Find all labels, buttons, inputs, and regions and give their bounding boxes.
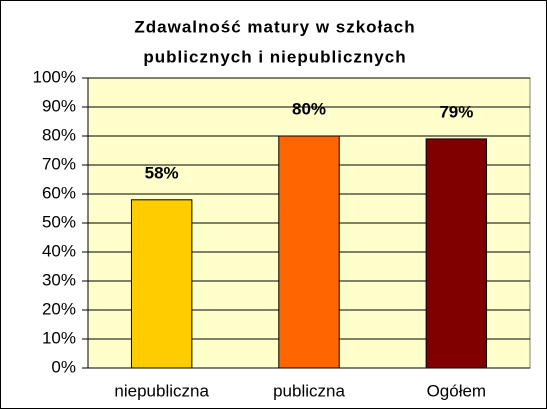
y-tick-label: 100% — [33, 67, 76, 86]
x-tick-label: niepubliczna — [114, 381, 209, 400]
y-tick-label: 70% — [42, 154, 76, 173]
bar — [130, 199, 193, 369]
y-tick-label: 30% — [42, 270, 76, 289]
data-label: 58% — [145, 163, 179, 182]
bar — [425, 138, 488, 369]
y-tick-label: 40% — [42, 241, 76, 260]
y-tick-label: 60% — [42, 183, 76, 202]
bar — [278, 135, 340, 369]
x-tick-label: publiczna — [273, 381, 345, 400]
x-tick-label: Ogółem — [427, 381, 487, 400]
y-tick-label: 50% — [42, 212, 76, 231]
y-tick-label: 80% — [42, 125, 76, 144]
data-label: 80% — [292, 99, 326, 118]
y-tick-label: 10% — [42, 328, 76, 347]
chart-title: publicznych i niepublicznych — [143, 47, 406, 66]
data-label: 79% — [439, 102, 473, 121]
y-tick-label: 0% — [51, 357, 76, 376]
chart-title: Zdawalność matury w szkołach — [134, 17, 415, 36]
y-tick-label: 20% — [42, 299, 76, 318]
y-tick-label: 90% — [42, 96, 76, 115]
